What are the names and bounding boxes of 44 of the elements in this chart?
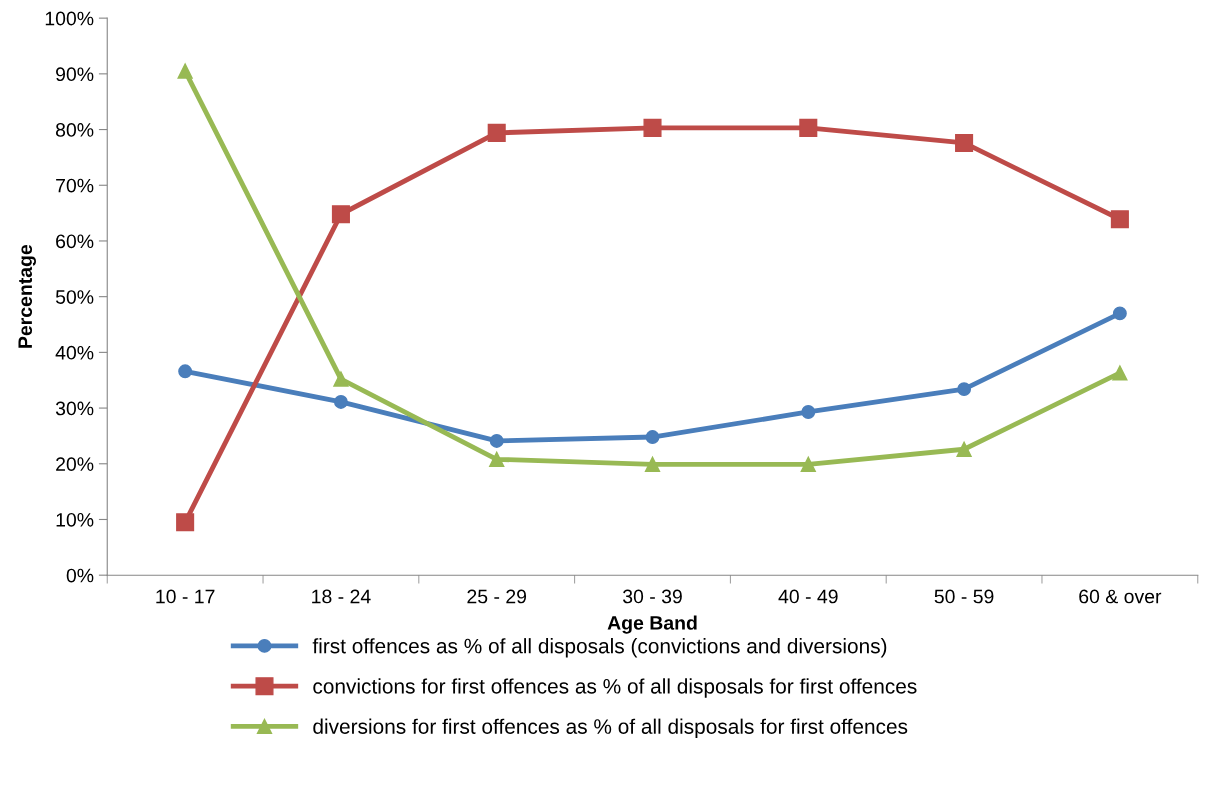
x-tick-label: 50 - 59: [934, 589, 994, 604]
point: [955, 133, 974, 152]
point: [177, 63, 193, 79]
x-tick-label: 18 - 24: [312, 589, 371, 604]
y-tick-label: 50%: [55, 290, 94, 304]
y-tick-label: 30%: [55, 401, 94, 416]
point: [333, 371, 349, 387]
y-tick-label: 90%: [56, 67, 94, 82]
point: [1110, 210, 1129, 229]
x-axis-title: Age Band: [607, 615, 697, 634]
point: [956, 441, 972, 457]
legend-label: first offences as % of all disposals (convictions and diversions): [312, 638, 887, 658]
point: [178, 364, 193, 379]
point: [799, 118, 818, 137]
point: [801, 405, 816, 419]
x-tick-label: 40 - 49: [778, 589, 838, 604]
y-tick-label: 40%: [55, 345, 94, 360]
x-tick-label: 10 - 17: [156, 589, 215, 604]
point: [487, 123, 506, 142]
point: [800, 456, 816, 472]
point: [176, 513, 195, 532]
point: [1112, 365, 1128, 381]
point: [331, 205, 350, 224]
x-tick-label: 30 - 39: [622, 589, 682, 604]
y-tick-label: 10%: [56, 512, 94, 527]
legend-label: convictions for first offences as % of all disposals for first offences: [313, 678, 917, 698]
point: [645, 430, 660, 444]
x-tick-label: 25 - 29: [467, 589, 527, 604]
point: [1112, 306, 1127, 321]
point: [644, 456, 661, 472]
point: [489, 451, 505, 467]
point: [489, 433, 504, 448]
y-tick-label: 80%: [55, 123, 94, 137]
y-axis-title: Percentage: [18, 244, 36, 348]
y-tick-label: 20%: [56, 457, 94, 472]
point: [957, 382, 972, 397]
point: [333, 394, 348, 409]
point: [643, 118, 662, 137]
x-tick-label: 60 & over: [1079, 589, 1162, 604]
y-tick-label: 70%: [56, 178, 94, 193]
legend-label: diversions for first offences as % of all disposals for first offences: [313, 718, 908, 739]
y-tick-label: 60%: [56, 234, 94, 249]
y-tick-label: 0%: [66, 568, 94, 583]
y-tick-label: 100%: [45, 11, 94, 26]
